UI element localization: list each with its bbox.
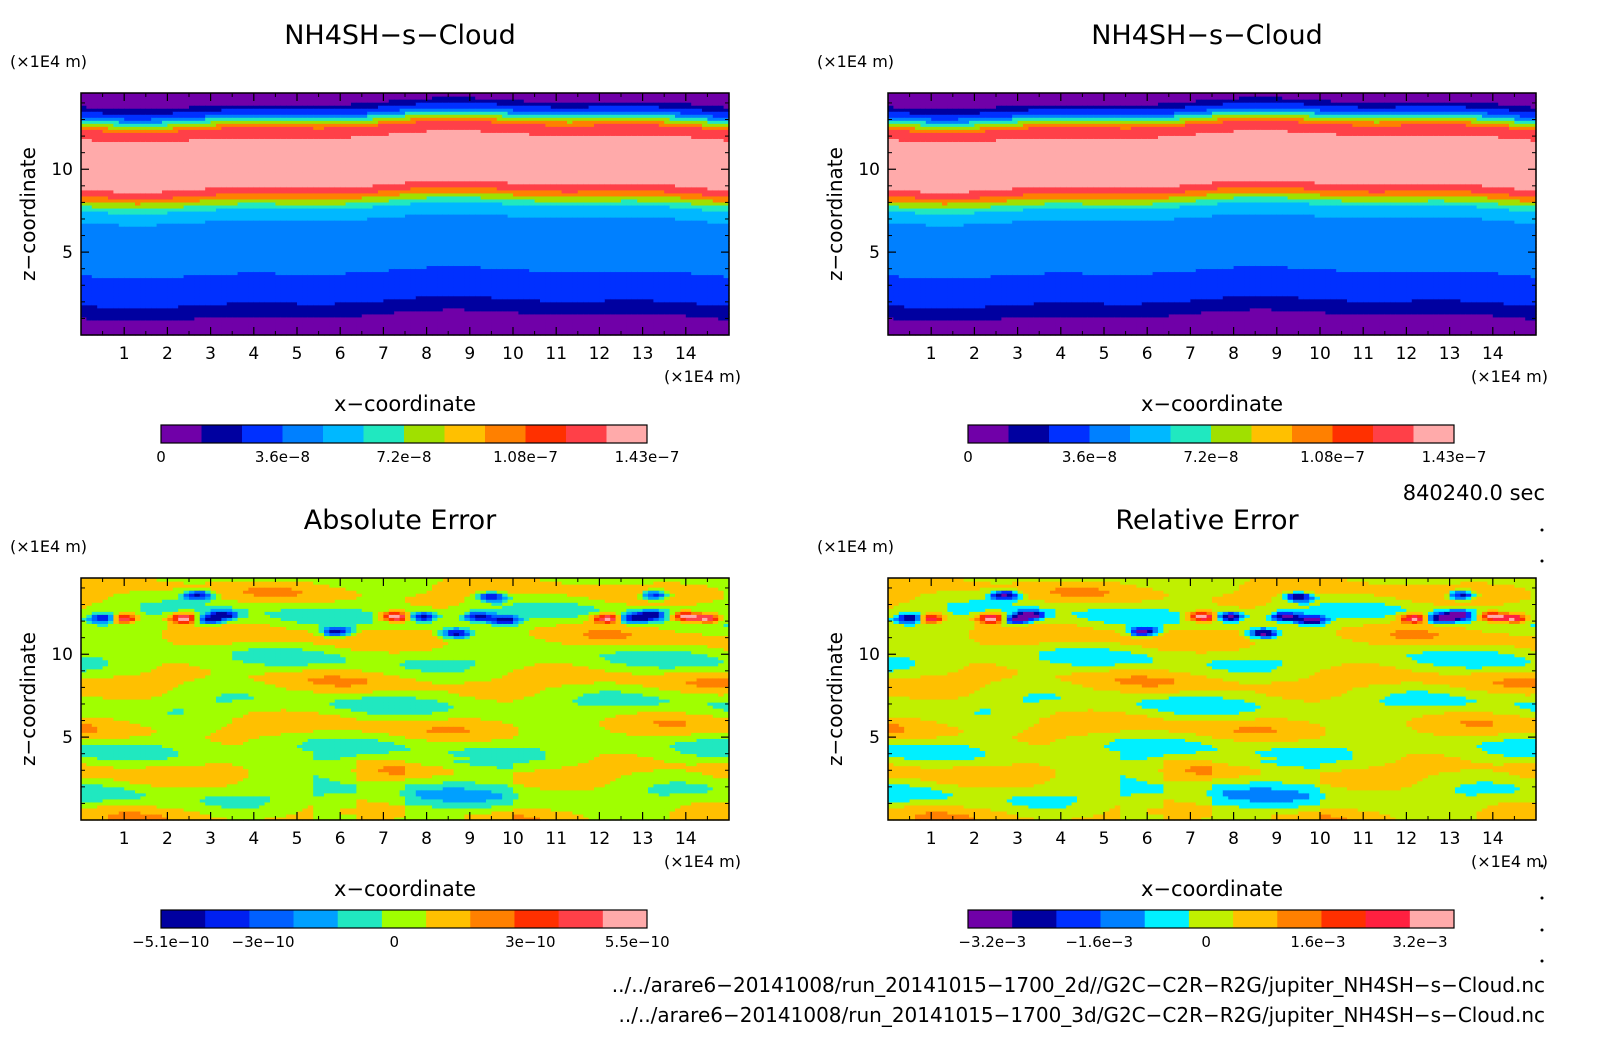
panel-1: NH4SH−s−Cloud(×1E4 m)1 2 3 4 5 6 7 8 9 10 11 12 13 14… bbox=[10, 20, 741, 466]
heatmap-cells bbox=[81, 93, 730, 336]
y-unit-label: (×1E4 m) bbox=[10, 52, 87, 71]
panel-title: NH4SH−s−Cloud bbox=[284, 20, 516, 51]
figure-canvas: NH4SH−s−Cloud(×1E4 m)1 2 3 4 5 6 7 8 9 10 11 12 13 14… bbox=[0, 0, 1604, 1054]
